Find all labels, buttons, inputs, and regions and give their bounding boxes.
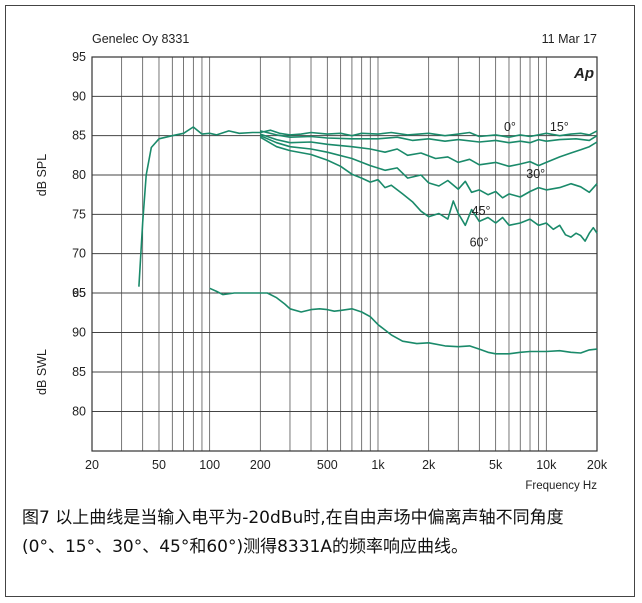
spl-series-line: [260, 130, 598, 144]
y-tick-label: 85: [72, 365, 86, 379]
axis-layer: 95 90 85 80 75 70 65 dB SPL 95 90 85 80 dB SWL 20 50 10…: [35, 50, 608, 492]
caption-line-2: (0°、15°、30°、45°和60°)测得8331A的频率响应曲线。: [22, 537, 469, 557]
header-left: Genelec Oy 8331: [92, 32, 189, 46]
figure-caption: 图7 以上曲线是当输入电平为-20dBu时,在自由声场中偏离声轴不同角度 (0°…: [22, 504, 632, 562]
x-tick-label: 10k: [536, 458, 557, 472]
y-tick-label: 80: [72, 168, 86, 182]
angle-label: 0°: [504, 120, 516, 134]
series-layer: [138, 126, 598, 355]
x-axis-label: Frequency Hz: [525, 480, 597, 492]
y-tick-label: 80: [72, 405, 86, 419]
spl-series-line: [259, 136, 598, 242]
spl-series-line: [259, 134, 598, 199]
x-tick-label: 500: [317, 458, 338, 472]
y-tick-label: 65: [72, 286, 86, 300]
swl-series-line: [209, 287, 598, 355]
angle-label: 60°: [470, 236, 489, 250]
y-tick-label: 95: [72, 50, 86, 64]
x-tick-label: 2k: [422, 458, 436, 472]
plot-border: [91, 56, 598, 452]
grid-layer: [92, 56, 597, 451]
x-tick-label: 100: [199, 458, 220, 472]
x-tick-label: 50: [152, 458, 166, 472]
ap-logo: Ap: [573, 65, 594, 82]
angle-label: 30°: [526, 167, 545, 181]
y-tick-label: 90: [72, 326, 86, 340]
header-right: 11 Mar 17: [542, 32, 597, 46]
caption-line-1: 图7 以上曲线是当输入电平为-20dBu时,在自由声场中偏离声轴不同角度: [22, 508, 564, 528]
label-layer: 0° 15° 30° 45° 60°: [470, 120, 569, 250]
y-tick-label: 95: [72, 286, 86, 300]
y-axis-label: dB SPL: [35, 154, 49, 196]
y-tick-label: 70: [72, 247, 86, 261]
frequency-response-chart: Genelec Oy 8331 11 Mar 17 Ap 95 90 85 80 75 7…: [35, 32, 608, 492]
x-tick-label: 200: [250, 458, 271, 472]
x-tick-label: 20k: [587, 458, 608, 472]
spl-series-line: [138, 126, 598, 287]
y-axis-label: dB SWL: [35, 349, 49, 395]
y-tick-label: 90: [72, 89, 86, 103]
figure-frame: [5, 5, 635, 597]
angle-label: 45°: [472, 204, 491, 218]
x-tick-label: 20: [85, 458, 99, 472]
angle-label: 15°: [550, 120, 569, 134]
x-tick-label: 1k: [371, 458, 385, 472]
x-tick-label: 5k: [489, 458, 503, 472]
y-tick-label: 75: [72, 207, 86, 221]
y-tick-label: 85: [72, 129, 86, 143]
spl-series-line: [260, 133, 598, 168]
